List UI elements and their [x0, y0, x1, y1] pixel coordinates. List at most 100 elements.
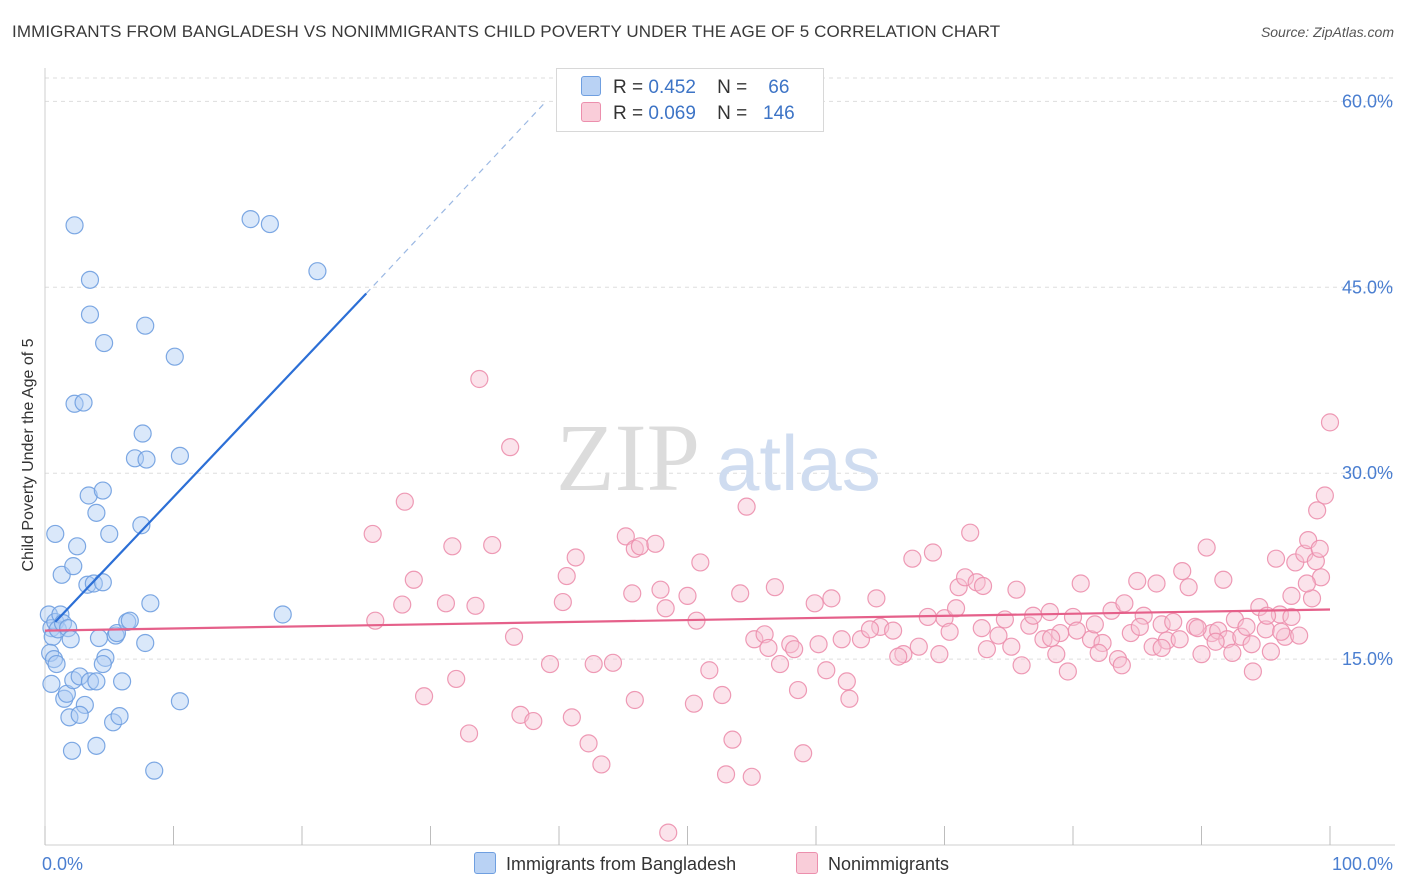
nonimmigrants-point: [404, 570, 423, 589]
bangladesh-point: [93, 654, 112, 674]
nonimmigrants-point: [651, 580, 670, 599]
nonimmigrants-point: [909, 637, 928, 656]
nonimmigrants-point: [1170, 630, 1189, 649]
nonimmigrants-point: [817, 661, 836, 680]
nonimmigrants-point: [584, 654, 603, 674]
nonimmigrants-point: [684, 694, 704, 713]
legend-blue-r-value: 0.452: [648, 77, 696, 98]
nonimmigrants-point: [1282, 607, 1301, 627]
y-tick-label: 30.0%: [1342, 463, 1393, 483]
nonimmigrants-point: [1020, 616, 1039, 635]
tick-labels: 15.0% 30.0% 45.0% 60.0% 0.0% 100.0%: [42, 91, 1393, 874]
bangladesh-point: [165, 347, 184, 366]
nonimmigrants-point: [1152, 638, 1171, 658]
bangladesh-points: [39, 210, 327, 780]
nonimmigrants-point: [867, 589, 886, 608]
bangladesh-point: [80, 305, 100, 324]
nonimmigrants-points: [363, 369, 1340, 842]
nonimmigrants-point: [788, 680, 808, 700]
nonimmigrants-point: [540, 654, 560, 674]
nonimmigrants-point: [1223, 643, 1242, 662]
nonimmigrants-point: [860, 620, 880, 639]
nonimmigrants-point: [501, 438, 520, 457]
bottom-legend-pink-label: Nonimmigrants: [828, 854, 950, 874]
nonimmigrants-point: [1256, 620, 1275, 639]
bangladesh-point: [46, 524, 65, 544]
nonimmigrants-point: [1164, 612, 1183, 632]
nonimmigrants-point: [659, 823, 678, 842]
nonimmigrants-point: [1152, 615, 1171, 634]
nonimmigrants-point: [366, 611, 385, 630]
bangladesh-point: [136, 316, 155, 335]
bangladesh-point: [141, 594, 160, 613]
bangladesh-point: [93, 481, 112, 500]
bangladesh-point: [55, 689, 74, 708]
nonimmigrants-point: [840, 689, 859, 708]
legend-row-blue: R = 0.452 N = 66: [581, 76, 789, 100]
legend-pink-r-value: 0.069: [648, 103, 696, 124]
nonimmigrants-point: [1197, 538, 1216, 557]
nonimmigrants-point: [1243, 662, 1263, 681]
bangladesh-point: [87, 503, 106, 522]
nonimmigrants-point: [1188, 619, 1207, 638]
bangladesh-point: [70, 667, 89, 686]
bangladesh-point: [75, 695, 94, 715]
nonimmigrants-point: [742, 767, 761, 786]
nonimmigrants-point: [770, 654, 790, 674]
legend-swatch-blue: [581, 76, 601, 96]
nonimmigrants-point: [470, 369, 489, 389]
y-tick-label: 45.0%: [1342, 277, 1393, 297]
nonimmigrants-point: [737, 497, 756, 516]
bottom-legend-blue-label: Immigrants from Bangladesh: [506, 854, 737, 874]
bangladesh-point: [93, 573, 112, 592]
legend-blue-r-label: R =: [613, 77, 644, 98]
nonimmigrants-point: [1047, 645, 1066, 664]
nonimmigrants-point: [566, 548, 585, 567]
bangladesh-point: [62, 741, 82, 760]
grid-lines: [45, 77, 1395, 660]
watermark-atlas: atlas: [716, 419, 881, 507]
bangladesh-point: [44, 649, 64, 669]
bangladesh-point: [170, 692, 190, 711]
legend-pink-n-label: N =: [717, 103, 748, 124]
nonimmigrants-point: [625, 690, 644, 710]
nonimmigrants-point: [949, 578, 968, 597]
nonimmigrants-point: [436, 594, 456, 613]
nonimmigrants-point: [603, 653, 623, 672]
nonimmigrants-point: [1130, 617, 1149, 636]
stats-legend: R = 0.452 N = 66 R = 0.069 N = 146: [556, 68, 824, 132]
nonimmigrants-point: [785, 640, 804, 659]
nonimmigrants-point: [1093, 633, 1112, 653]
nonimmigrants-point: [940, 622, 959, 641]
bangladesh-point: [125, 449, 145, 468]
nonimmigrants-point: [923, 543, 943, 562]
nonimmigrants-point: [794, 744, 813, 763]
legend-row-pink: R = 0.069 N = 146: [581, 102, 795, 126]
nonimmigrants-trend-line: [44, 608, 1331, 632]
nonimmigrants-point: [553, 592, 572, 612]
y-tick-label: 60.0%: [1342, 91, 1393, 111]
bottom-legend-pink: Nonimmigrants: [796, 852, 949, 878]
bangladesh-trend-line: [54, 292, 368, 623]
nonimmigrants-point: [630, 537, 650, 556]
nonimmigrants-point: [883, 621, 903, 640]
nonimmigrants-point: [1012, 656, 1031, 675]
nonimmigrants-point: [1297, 574, 1316, 593]
nonimmigrants-point: [1067, 621, 1086, 640]
bottom-legend-blue: Immigrants from Bangladesh: [474, 852, 736, 878]
bangladesh-point: [137, 450, 156, 469]
nonimmigrants-point: [623, 584, 642, 603]
x-tick-label: 0.0%: [42, 854, 83, 874]
nonimmigrants-point: [973, 576, 993, 596]
nonimmigrants-point: [592, 755, 611, 774]
nonimmigrants-point: [1237, 617, 1256, 636]
bangladesh-point: [70, 705, 89, 724]
nonimmigrants-point: [1034, 630, 1053, 649]
bangladesh-point: [133, 424, 152, 443]
bangladesh-point: [65, 216, 84, 235]
nonimmigrants-point: [832, 630, 851, 649]
nonimmigrants-point: [447, 669, 466, 689]
bangladesh-point: [110, 707, 129, 726]
nonimmigrants-point: [1085, 615, 1104, 634]
